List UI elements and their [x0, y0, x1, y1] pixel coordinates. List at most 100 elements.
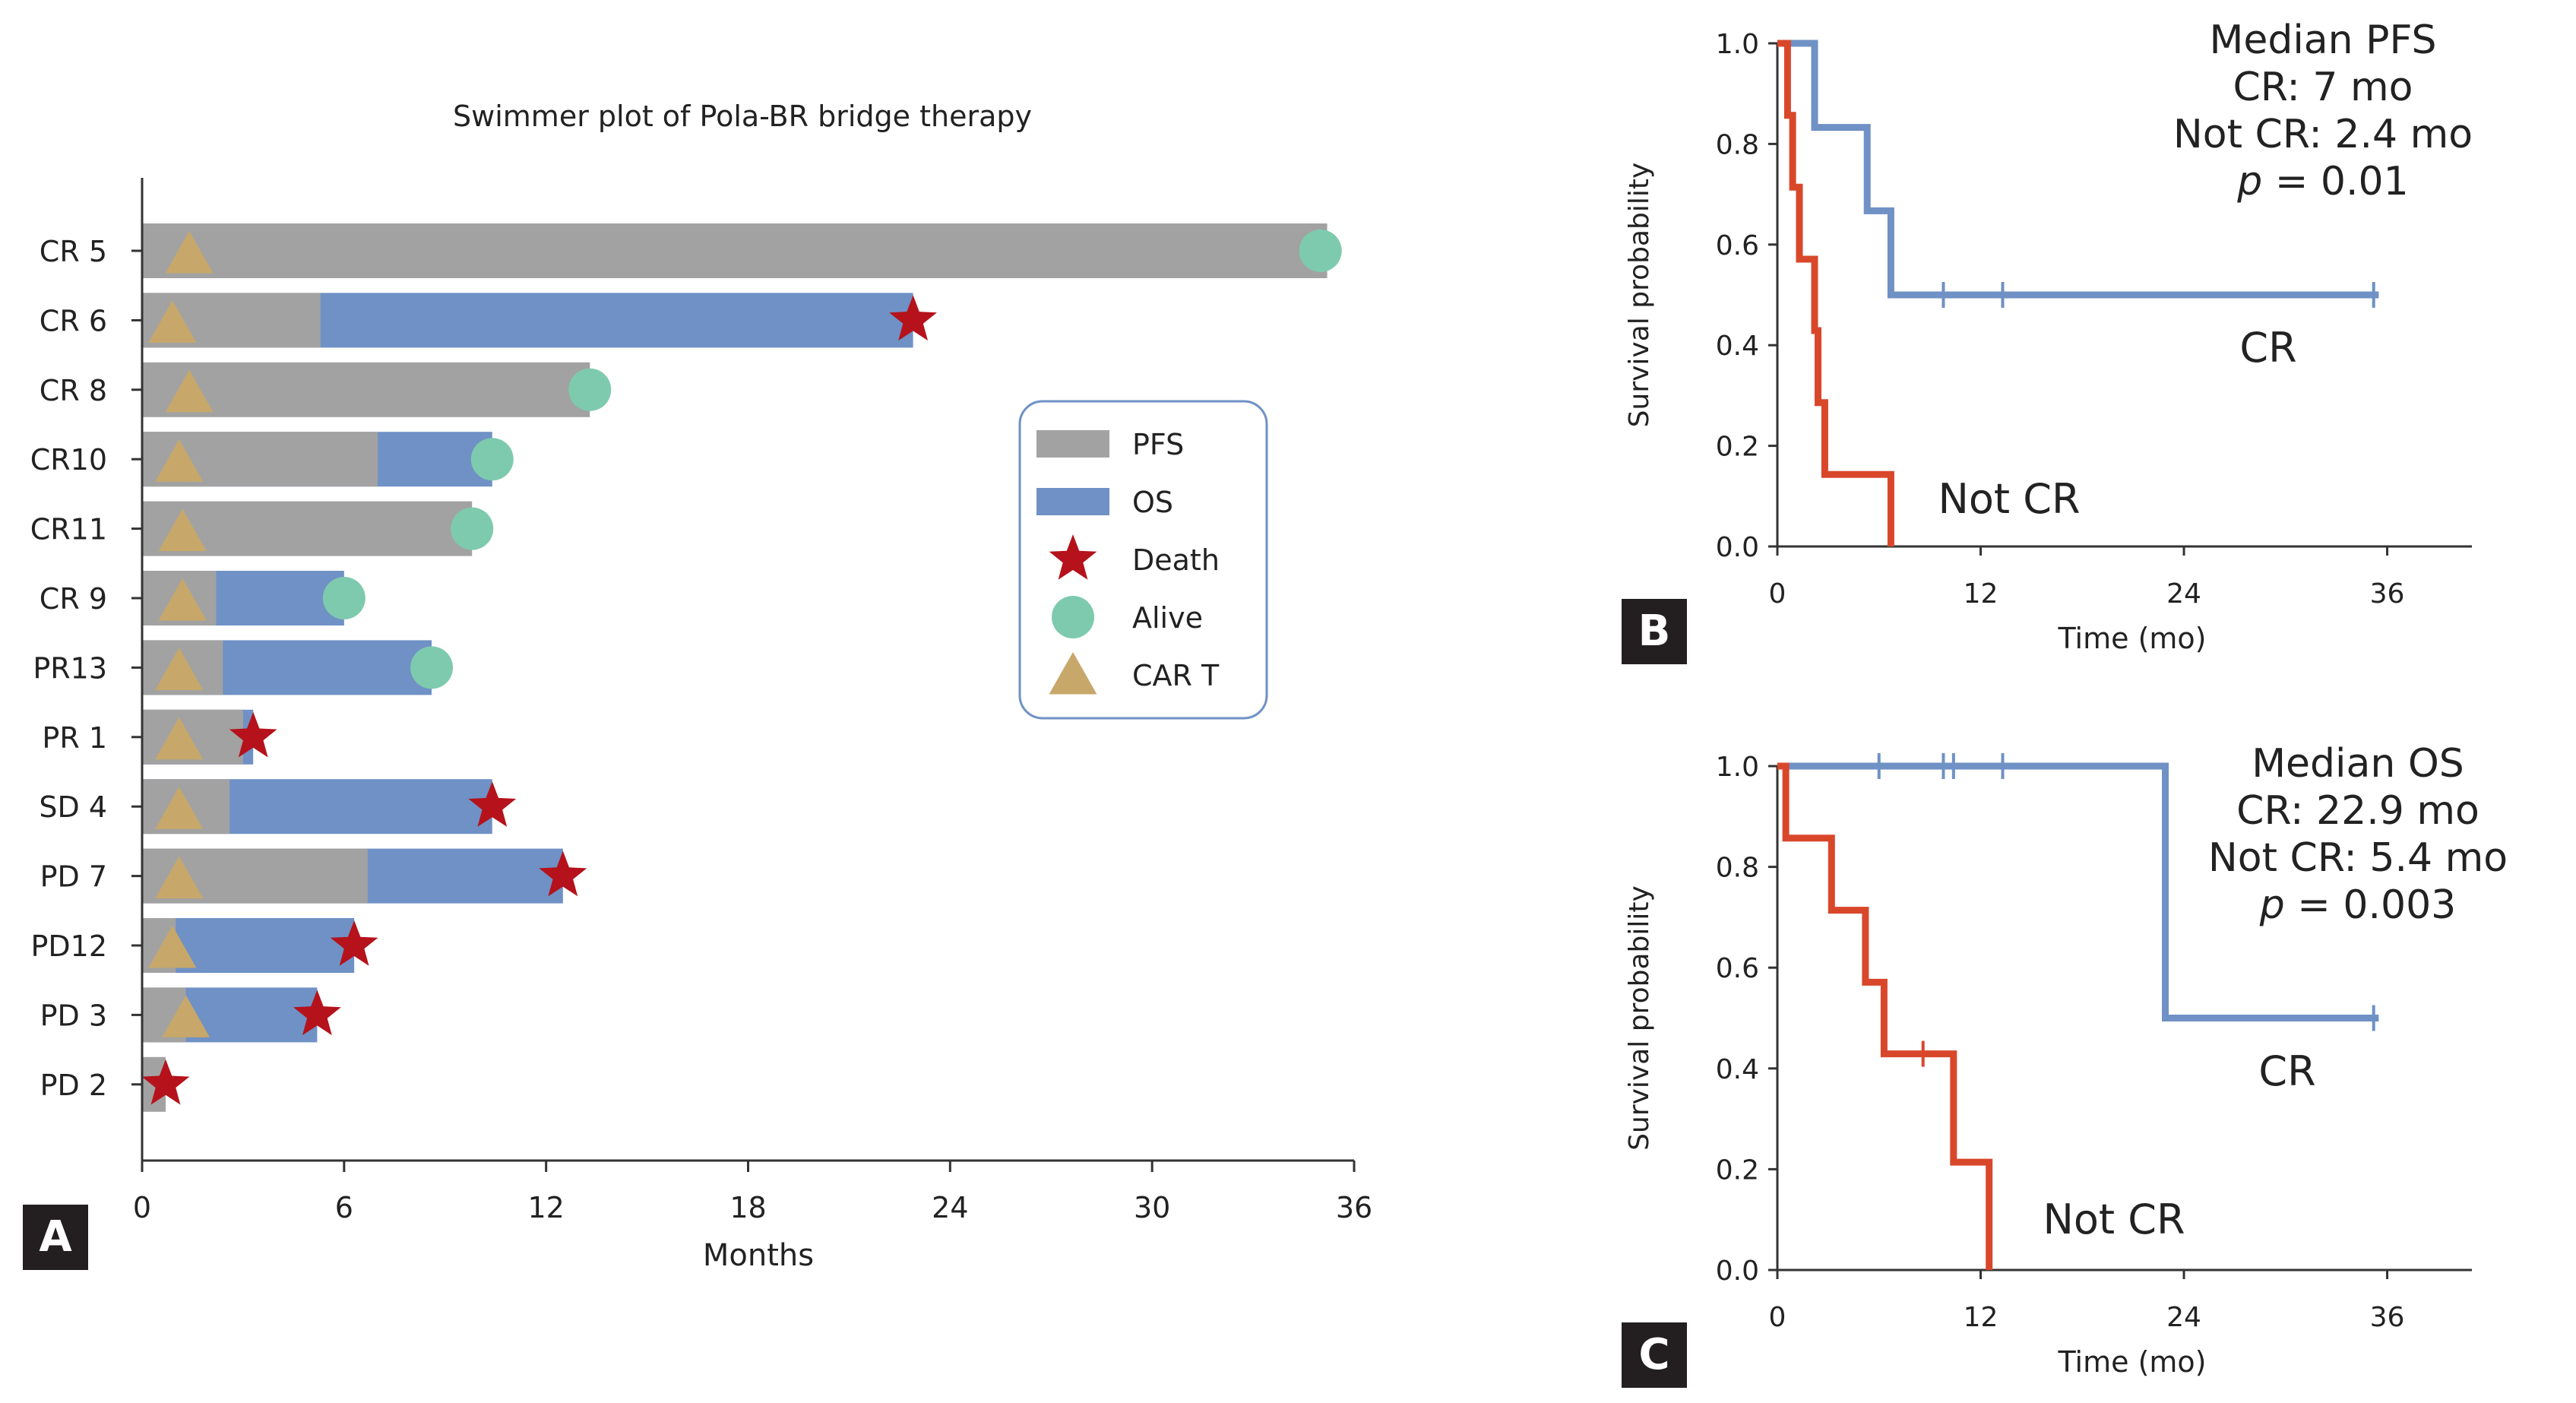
- car-t-marker: [155, 856, 204, 899]
- x-tick-label: 12: [527, 1191, 564, 1224]
- legend-label: Alive: [1132, 601, 1203, 635]
- pfs-km-panel: 0.0 0.2 0.4 0.6 0.8 1.0 0 12 24 36 Time (mo) Surviv…: [1622, 17, 2473, 664]
- death-marker: [889, 295, 937, 341]
- os-km-panel: 0.0 0.2 0.4 0.6 0.8 1.0 0 12 24 36 Time (mo) Surviv…: [1622, 741, 2508, 1388]
- km-y-axis-label: Survival probability: [1624, 163, 1655, 428]
- car-t-marker: [165, 369, 214, 413]
- km-y-tick-label: 0.0: [1716, 1256, 1759, 1287]
- swimmer-legend: PFS OS Death Alive CAR T: [1018, 400, 1268, 720]
- km-y-axis-label: Survival probability: [1624, 885, 1655, 1151]
- legend-label: CAR T: [1132, 659, 1220, 692]
- legend-box: [1018, 400, 1268, 720]
- death-marker: [293, 990, 341, 1036]
- km-curve-not-cr: [1777, 762, 1993, 1270]
- km-x-tick-label: 36: [2370, 578, 2405, 610]
- death-marker: [468, 781, 517, 827]
- car-t-marker: [158, 578, 207, 621]
- car-t-marker: [162, 995, 210, 1037]
- km-curve-cr: [1777, 40, 2379, 299]
- km-annotation-line: Not CR: 2.4 mo: [2173, 112, 2473, 157]
- km-y-tick-label: 0.6: [1716, 230, 1759, 261]
- car-t-marker: [155, 717, 204, 760]
- km-series-label: CR: [2258, 1047, 2315, 1095]
- km-y-tick-label: 0.8: [1716, 853, 1759, 884]
- swimmer-title: Swimmer plot of Pola-BR bridge therapy: [453, 100, 1032, 133]
- death-marker: [229, 711, 277, 758]
- patient-label: PD 7: [40, 860, 107, 894]
- death-marker: [539, 850, 587, 897]
- panel-letter-a-box: [23, 1205, 88, 1270]
- km-y-tick-label: 1.0: [1716, 752, 1759, 783]
- km-curve-cr: [1777, 762, 2379, 1021]
- alive-marker: [470, 438, 514, 481]
- km-x-tick-label: 24: [2166, 1302, 2201, 1333]
- x-tick-label: 0: [133, 1191, 151, 1224]
- legend-label: Death: [1132, 543, 1220, 577]
- km-annotation-line: CR: 22.9 mo: [2236, 788, 2479, 834]
- legend-os-swatch: [1036, 488, 1109, 515]
- death-marker: [141, 1059, 190, 1105]
- patient-label: PR13: [33, 651, 107, 685]
- patient-label: PD12: [30, 930, 107, 963]
- x-tick-label: 36: [1336, 1191, 1372, 1224]
- km-annotation-line: Median OS: [2252, 741, 2464, 787]
- km-y-tick-label: 0.0: [1716, 532, 1759, 563]
- car-t-marker: [155, 787, 204, 829]
- km-annotation-p-value: p = 0.003: [2259, 882, 2457, 928]
- patient-label: SD 4: [39, 790, 107, 824]
- panel-letter-b-box: [1622, 599, 1687, 664]
- alive-marker: [451, 507, 494, 550]
- km-x-axis-label: Time (mo): [2058, 1345, 2207, 1379]
- car-t-marker: [155, 439, 204, 482]
- km-annotation-p-value: p = 0.01: [2236, 159, 2408, 204]
- km-y-tick-label: 0.8: [1716, 129, 1759, 160]
- swimmer-x-axis-label: Months: [703, 1238, 814, 1273]
- km-x-tick-label: 12: [1964, 578, 1998, 610]
- alive-marker: [322, 577, 366, 619]
- km-x-tick-label: 0: [1769, 578, 1786, 610]
- patient-label: CR 9: [40, 582, 107, 616]
- pfs-bar: [142, 223, 1328, 278]
- patient-label: CR 6: [40, 304, 107, 337]
- x-tick-label: 30: [1134, 1191, 1170, 1224]
- patient-label: CR10: [30, 443, 107, 477]
- km-y-tick-label: 0.4: [1716, 331, 1759, 362]
- km-y-tick-label: 0.6: [1716, 953, 1759, 984]
- legend-pfs-swatch: [1036, 430, 1109, 458]
- legend-label: PFS: [1132, 428, 1184, 461]
- car-t-marker: [165, 231, 214, 274]
- alive-marker: [410, 646, 454, 689]
- km-y-tick-label: 0.2: [1716, 432, 1759, 463]
- km-series-label: Not CR: [2043, 1196, 2185, 1243]
- car-t-marker: [158, 508, 207, 552]
- panel-letter-c: C: [1638, 1330, 1669, 1379]
- car-t-marker: [148, 300, 197, 343]
- km-series-label: CR: [2239, 324, 2296, 372]
- swimmer-plot-panel: Swimmer plot of Pola-BR bridge therapy 0…: [23, 100, 1372, 1273]
- legend-label: OS: [1132, 486, 1173, 519]
- km-series-label: Not CR: [1938, 475, 2081, 523]
- x-tick-label: 6: [335, 1191, 353, 1224]
- km-annotation-line: CR: 7 mo: [2233, 65, 2413, 110]
- km-annotation-line: Not CR: 5.4 mo: [2208, 835, 2508, 881]
- km-x-tick-label: 0: [1769, 1302, 1786, 1333]
- km-annotation-line: Median PFS: [2209, 17, 2436, 63]
- panel-letter-c-box: [1622, 1322, 1687, 1388]
- panel-letter-b: B: [1638, 606, 1671, 656]
- legend-death-swatch: [1049, 534, 1097, 580]
- patient-label: PR 1: [42, 721, 107, 755]
- patient-label: PD 2: [40, 1069, 107, 1102]
- car-t-marker: [155, 648, 204, 690]
- patient-label: CR 5: [40, 235, 107, 268]
- km-y-tick-label: 0.4: [1716, 1054, 1759, 1085]
- patient-label: CR11: [30, 513, 107, 546]
- legend-alive-swatch: [1052, 596, 1094, 638]
- km-y-tick-label: 1.0: [1716, 29, 1759, 60]
- pfs-bar: [142, 362, 590, 417]
- km-y-tick-label: 0.2: [1716, 1154, 1759, 1186]
- alive-marker: [1299, 230, 1342, 272]
- panel-letter-a: A: [39, 1212, 72, 1262]
- death-marker: [330, 920, 378, 966]
- km-curve-not-cr: [1777, 40, 1894, 546]
